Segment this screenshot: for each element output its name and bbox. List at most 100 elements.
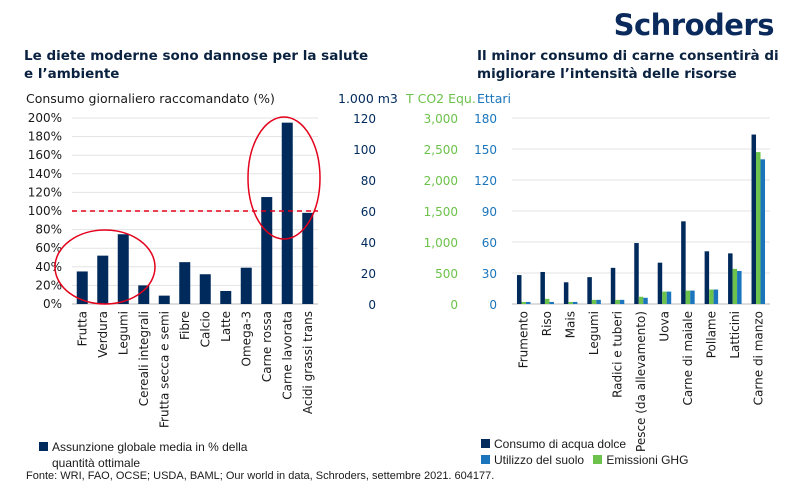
x-tick-label: Carne lavorata <box>280 311 294 400</box>
x-tick-label: Frutta secca e semi <box>157 311 171 428</box>
bar-1-frumento <box>521 301 526 304</box>
highlight-ellipse-low <box>54 229 156 305</box>
bar-frutta <box>76 271 88 304</box>
highlight-ellipse-high <box>247 116 321 240</box>
bar-0-mais <box>563 282 569 304</box>
x-tick-label: Riso <box>540 311 554 336</box>
bar-fibre <box>179 262 191 304</box>
legend-swatch-water <box>481 439 490 448</box>
bar-1-mais <box>568 301 573 304</box>
x-tick-label: Cereali integrali <box>137 311 151 406</box>
x-tick-label: Carne di maiale <box>681 311 695 405</box>
bar-1-radici-e-tuberi <box>615 299 620 304</box>
legend-label-land: Utilizzo del suolo <box>494 453 585 467</box>
axis-tick-0: 40 <box>361 236 376 250</box>
bar-2-latticini <box>737 270 742 304</box>
bar-2-pesce-da-allevamento- <box>643 297 648 304</box>
axis-tick-2: 60 <box>482 236 497 250</box>
bar-0-pollame <box>704 251 710 304</box>
x-tick-label: Pollame <box>704 311 718 358</box>
schroders-logo: Schroders <box>613 8 775 42</box>
axis-tick-2: 30 <box>482 267 497 281</box>
bar-2-uova <box>666 291 672 304</box>
x-tick-label: Latticini <box>728 311 742 359</box>
legend-label-ghg: Emissioni GHG <box>606 453 689 467</box>
bar-legumi <box>117 234 129 304</box>
axis-tick-1: 2,000 <box>424 174 458 188</box>
bar-2-pollame <box>713 289 719 304</box>
legend-label-water: Consumo di acqua dolce <box>494 437 627 451</box>
bar-0-legumi <box>587 277 592 304</box>
legend-swatch-navy <box>39 442 48 451</box>
bar-carne-rossa <box>261 197 273 304</box>
axis-tick-1: 2,500 <box>424 143 458 157</box>
right-title-line2: migliorare l’intensità delle risorse <box>477 66 737 82</box>
x-tick-label: Frutta <box>75 311 89 346</box>
axis-tick-1: 3,000 <box>424 112 458 126</box>
bar-0-carne-di-manzo <box>751 134 757 304</box>
y-tick-label: 0% <box>43 297 62 311</box>
x-tick-label: Carne di manzo <box>751 311 765 405</box>
x-tick-label: Legumi <box>116 311 130 355</box>
bar-2-riso <box>549 301 554 304</box>
legend-swatch-ghg <box>593 455 603 464</box>
bar-2-carne-di-maiale <box>690 290 695 304</box>
left-title-line1: Le diete moderne sono dannose per la sal… <box>24 48 369 64</box>
bar-1-carne-di-maiale <box>685 290 691 304</box>
bar-1-riso <box>544 298 550 304</box>
axis-tick-2: 120 <box>474 174 497 188</box>
axis-tick-0: 120 <box>353 112 376 126</box>
y-tick-label: 80% <box>35 223 62 237</box>
axis-tick-1: 0 <box>450 298 458 312</box>
axis-tick-2: 150 <box>474 143 497 157</box>
axis-tick-1: 1,000 <box>424 236 458 250</box>
bar-verdura <box>97 255 109 304</box>
axis-tick-0: 80 <box>361 174 376 188</box>
left-legend: Assunzione globale media in % della quan… <box>39 439 299 471</box>
axis-tick-0: 100 <box>353 143 376 157</box>
bar-0-riso <box>540 271 545 304</box>
axis-tick-0: 20 <box>361 267 376 281</box>
x-tick-label: Acidi grassi trans <box>301 311 315 414</box>
x-tick-label: Verdura <box>96 311 110 358</box>
legend-label: Assunzione globale media in % della quan… <box>52 440 248 470</box>
bar-1-pollame <box>709 289 714 304</box>
axis-tick-1: 1,500 <box>424 205 458 219</box>
x-tick-label: Radici e tuberi <box>611 311 625 398</box>
source-note: Fonte: WRI, FAO, OCSE; USDA, BAML; Our w… <box>26 470 495 482</box>
bar-1-latticini <box>732 268 738 304</box>
y-tick-label: 120% <box>28 185 62 199</box>
bar-latte <box>220 290 232 304</box>
axis-tick-0: 60 <box>361 205 376 219</box>
bar-2-carne-di-manzo <box>760 159 766 304</box>
x-tick-label: Uova <box>657 311 671 342</box>
bar-0-frumento <box>516 275 522 304</box>
x-tick-label: Calcio <box>198 311 212 347</box>
x-tick-label: Omega-3 <box>239 311 253 366</box>
y-tick-label: 200% <box>28 111 62 125</box>
bar-2-radici-e-tuberi <box>619 299 625 304</box>
bar-0-latticini <box>728 253 733 304</box>
bar-2-legumi <box>596 299 601 304</box>
bar-carne-lavorata <box>281 122 293 305</box>
bar-0-uova <box>657 262 663 304</box>
y-tick-label: 20% <box>35 278 62 292</box>
bar-2-frumento <box>525 301 531 304</box>
axis-tick-1: 500 <box>435 267 458 281</box>
x-tick-label: Latte <box>219 311 233 342</box>
bar-cereali-integrali <box>138 285 150 304</box>
water-axis-label: 1.000 m3 <box>338 91 398 106</box>
bar-1-carne-di-manzo <box>756 152 761 304</box>
x-tick-label: Frumento <box>517 311 531 368</box>
axis-tick-2: 0 <box>489 298 497 312</box>
x-tick-label: Fibre <box>178 311 192 340</box>
bar-0-carne-di-maiale <box>681 221 686 304</box>
bar-calcio <box>199 274 211 304</box>
bar-2-mais <box>572 301 578 304</box>
y-tick-label: 60% <box>35 241 62 255</box>
land-axis-label: Ettari <box>477 91 511 106</box>
right-legend: Consumo di acqua dolce Utilizzo del suol… <box>481 436 688 468</box>
co2-axis-label: T CO2 Equ. <box>406 91 476 106</box>
